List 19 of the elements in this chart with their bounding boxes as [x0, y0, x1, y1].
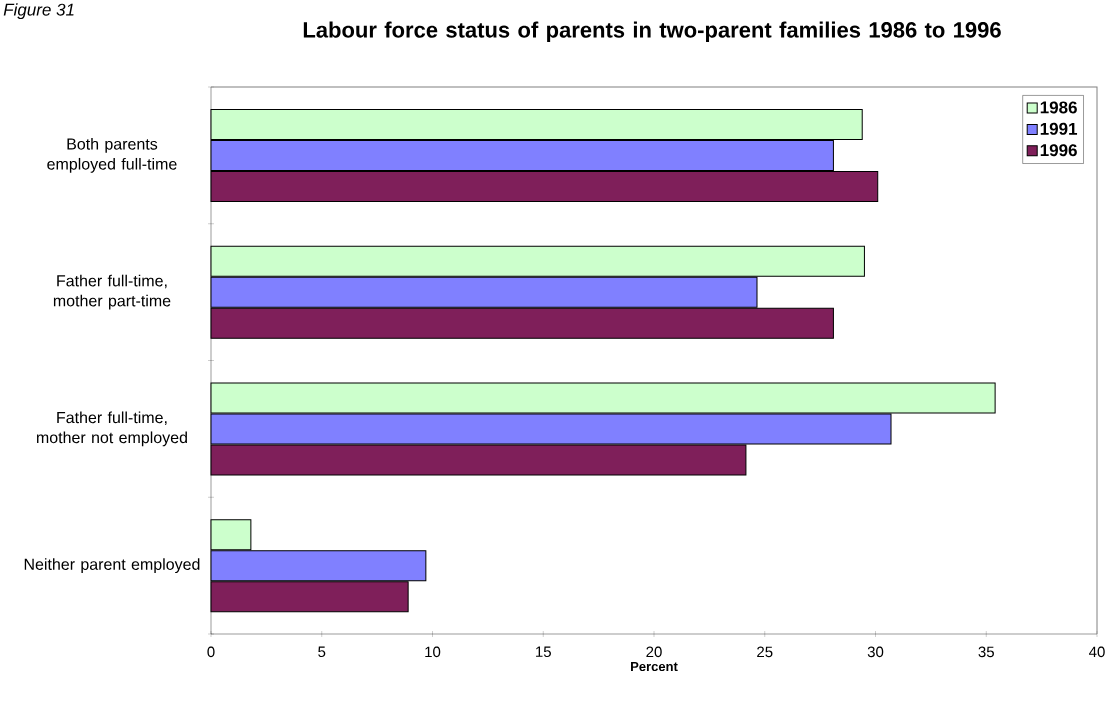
x-tick-label: 20 [646, 646, 662, 658]
y-tick-label: Both parents employed full-time [47, 137, 177, 173]
x-tick-label: 35 [978, 646, 994, 658]
x-tick-label: 40 [1089, 646, 1105, 658]
y-tick-label: Father full-time, mother not employed [36, 411, 187, 447]
x-tick-label: 0 [207, 646, 215, 658]
x-tick-label: 10 [425, 646, 441, 658]
x-axis-title: Percent [631, 662, 678, 672]
chart-title: Labour force status of parents in two-parent families 1986 to 1996 [303, 21, 1001, 43]
legend-label: 1991 [1040, 122, 1078, 135]
x-tick-label: 15 [536, 646, 551, 658]
y-tick-label: Neither parent employed [24, 558, 200, 574]
y-tick-label: Father full-time, mother part-time [53, 274, 171, 310]
x-tick-label: 25 [757, 646, 773, 658]
caption: Figure 31 [3, 3, 74, 20]
legend-label: 1986 [1040, 101, 1077, 114]
legend-label: 1996 [1040, 144, 1077, 157]
x-tick-label: 30 [867, 646, 884, 658]
x-tick-label: 5 [318, 646, 326, 658]
